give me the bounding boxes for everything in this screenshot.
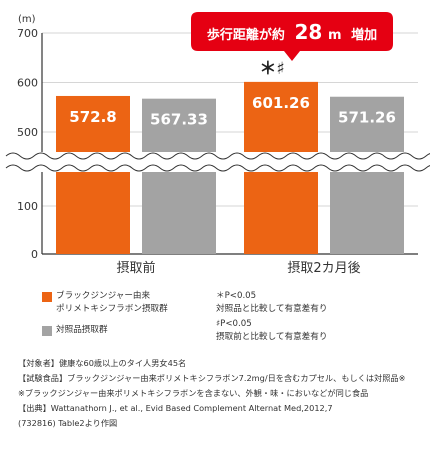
note-source-line2: (732816) Table2より作図 [18, 418, 118, 428]
legend-label-treatment-line2: ポリメトキシフラボン摂取群 [56, 304, 168, 314]
bar-value-label: 567.33 [150, 111, 208, 129]
axis-break-line-bottom [5, 164, 430, 172]
significance-note-2: ♯P<0.05 摂取前と比較して有意差有り [216, 318, 327, 344]
x-tick-label: 摂取2カ月後 [287, 260, 360, 276]
bar-treatment-0 [56, 95, 130, 255]
axis-break-gap [0, 152, 430, 172]
significance-note-2-line2: 摂取前と比較して有意差有り [216, 332, 328, 342]
significance-note-1-line2: 対照品と比較して有意差有り [216, 304, 328, 314]
y-tick-label: 100 [17, 200, 38, 213]
callout-bubble: 歩行距離が約 28 m 増加 [191, 12, 393, 61]
bar-value-label: 572.8 [69, 108, 116, 126]
significance-note-1: ＊P<0.05 対照品と比較して有意差有り [216, 290, 327, 316]
callout-unit: m [328, 28, 342, 43]
note-source-line1: 【出典】Wattanathorn J., et al., Evid Based … [18, 403, 333, 413]
callout-shape [191, 12, 393, 61]
legend-label-treatment-line1: ブラックジンジャー由来 [56, 291, 151, 301]
legend-swatch-control [42, 326, 52, 336]
study-notes: 【対象者】健康な60歳以上のタイ人男女45名 【試験食品】ブラックジンジャー由来… [18, 356, 423, 431]
note-test-food: 【試験食品】ブラックジンジャー由来ポリメトキシフラボン7.2mg/日を含むカプセ… [18, 373, 406, 383]
y-unit-label: (m) [18, 14, 36, 25]
significance-mark: ＊♯ [259, 59, 284, 79]
bar-value-label: 571.26 [338, 109, 396, 127]
bar-chart: 572.8 567.33 601.26 571.26 0 100 500 600 700 摂取… [0, 12, 430, 276]
note-footnote: ※ブラックジンジャー由来ポリメトキシフラボンを含まない、外観・味・においなどが同… [18, 388, 369, 398]
y-tick-label: 600 [17, 77, 38, 90]
bars: 572.8 567.33 601.26 571.26 [56, 81, 404, 255]
y-tick-label: 500 [17, 126, 38, 139]
bar-control-0 [142, 98, 216, 254]
y-tick-label: 700 [17, 27, 38, 40]
bar-control-1 [330, 96, 404, 254]
axis-break [0, 152, 430, 172]
y-tick-labels: 0 100 500 600 700 [17, 27, 38, 261]
note-subjects: 【対象者】健康な60歳以上のタイ人男女45名 [18, 358, 187, 368]
bar-value-label: 601.26 [252, 94, 310, 112]
svg-text:歩行距離が約 28 m: 歩行距離が約 28 m 増加 [207, 20, 377, 44]
significance-note-1-line1: ＊P<0.05 [216, 291, 257, 301]
callout-value: 28 [295, 20, 323, 44]
legend-label-control: 対照品摂取群 [56, 325, 108, 335]
axis-break-line-top [5, 152, 430, 160]
legend-swatch-treatment [42, 292, 52, 302]
y-tick-label: 0 [31, 248, 38, 261]
significance-note-2-line1: ♯P<0.05 [216, 319, 252, 329]
legend-label-treatment: ブラックジンジャー由来 ポリメトキシフラボン摂取群 [56, 290, 168, 316]
x-tick-label: 摂取前 [116, 260, 155, 276]
callout-prefix: 歩行距離が約 [207, 27, 285, 43]
x-tick-labels: 摂取前 摂取2カ月後 [116, 260, 360, 276]
callout-suffix: 増加 [351, 27, 377, 43]
